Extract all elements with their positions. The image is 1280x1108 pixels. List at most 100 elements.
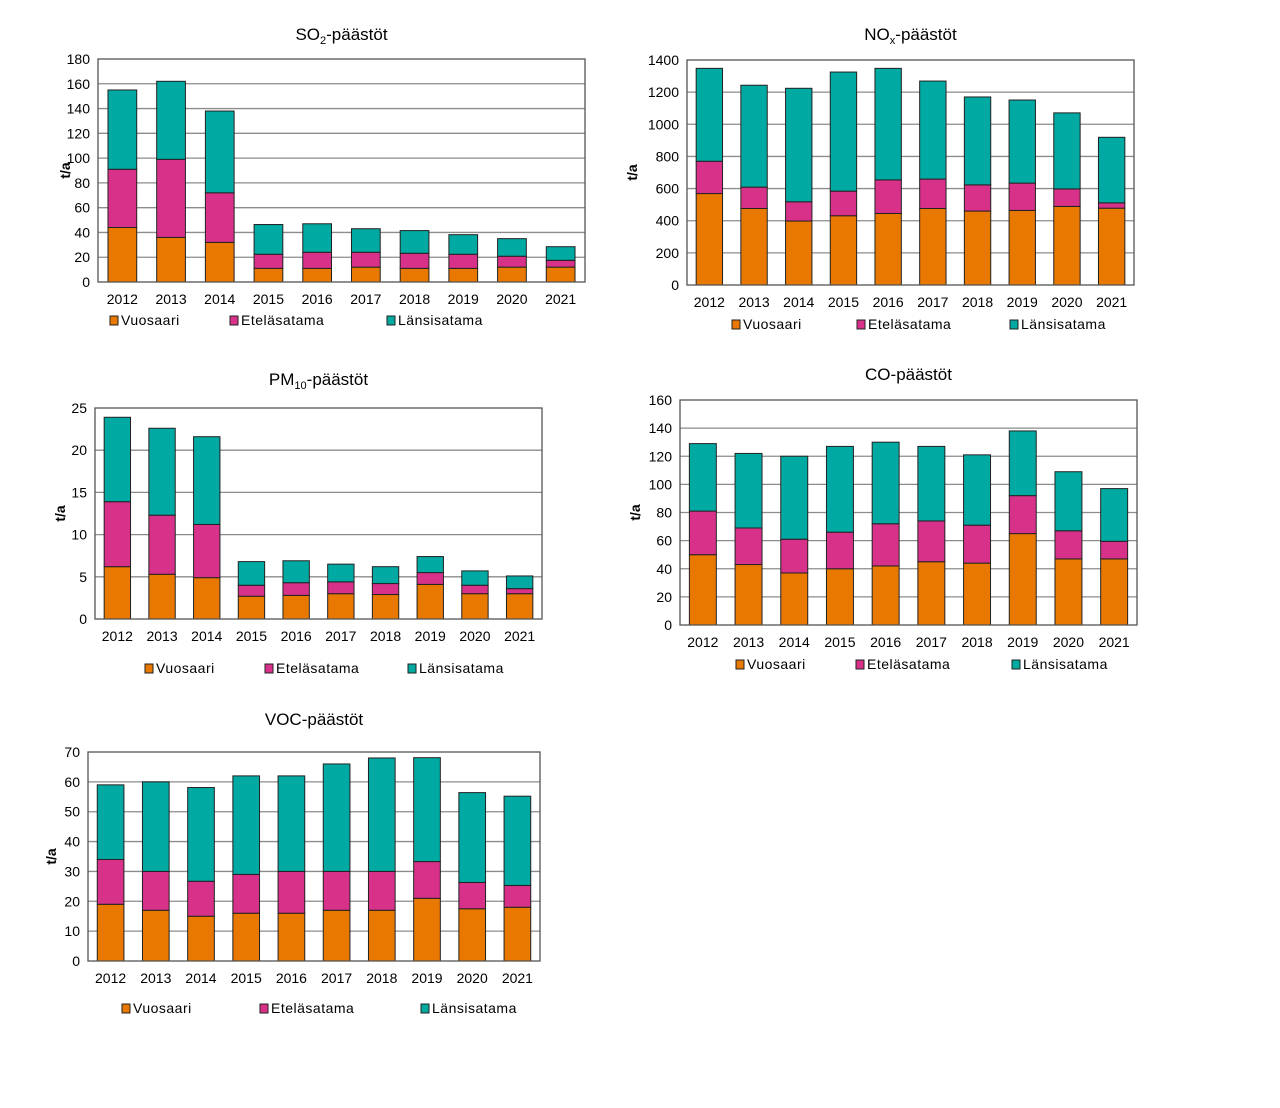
y-tick-label: 400 bbox=[656, 213, 680, 229]
x-tick-label: 2020 bbox=[1051, 294, 1082, 310]
bar-segment-vuosaari bbox=[963, 210, 992, 286]
bar-segment-eteläsatama bbox=[367, 870, 396, 911]
plot-border bbox=[679, 399, 1138, 626]
bar-segment-vuosaari bbox=[232, 912, 261, 962]
y-tick-label: 20 bbox=[74, 249, 90, 265]
x-tick-label: 2018 bbox=[961, 634, 992, 650]
bar-segment-vuosaari bbox=[740, 208, 768, 286]
bar-segment-vuosaari bbox=[253, 267, 284, 283]
bar-segment-eteläsatama bbox=[448, 253, 479, 269]
bar-segment-länsisatama bbox=[413, 757, 441, 863]
bar-segment-eteläsatama bbox=[825, 531, 854, 570]
bar-segment-länsisatama bbox=[503, 795, 532, 886]
legend-label: Länsisatama bbox=[1021, 316, 1106, 332]
bar-segment-eteläsatama bbox=[416, 572, 444, 585]
legend-label: Länsisatama bbox=[398, 312, 483, 328]
bar-segment-eteläsatama bbox=[156, 158, 186, 238]
y-tick-label: 60 bbox=[74, 200, 90, 216]
bar-segment-eteläsatama bbox=[963, 524, 992, 564]
legend-swatch bbox=[109, 315, 119, 326]
y-tick-label: 60 bbox=[64, 774, 80, 790]
x-tick-label: 2018 bbox=[962, 294, 993, 310]
x-tick-label: 2020 bbox=[496, 291, 527, 307]
y-tick-label: 40 bbox=[656, 561, 672, 577]
bar-segment-länsisatama bbox=[874, 67, 902, 181]
bar-segment-länsisatama bbox=[1008, 99, 1036, 184]
x-tick-label: 2012 bbox=[95, 970, 126, 986]
bar-segment-vuosaari bbox=[1100, 558, 1129, 626]
bar-segment-vuosaari bbox=[399, 267, 430, 283]
bar-segment-vuosaari bbox=[1008, 533, 1037, 626]
bar-segment-vuosaari bbox=[103, 566, 132, 620]
bar-segment-vuosaari bbox=[413, 897, 441, 962]
x-tick-label: 2016 bbox=[281, 628, 312, 644]
bar-segment-vuosaari bbox=[448, 267, 479, 283]
legend-swatch bbox=[144, 663, 154, 674]
bar-segment-eteläsatama bbox=[237, 584, 266, 597]
bar-segment-eteläsatama bbox=[505, 588, 534, 595]
y-tick-label: 15 bbox=[71, 484, 87, 500]
bar-segment-länsisatama bbox=[825, 445, 854, 533]
y-tick-label: 1400 bbox=[648, 52, 679, 68]
voc-svg: VOC-päästöt 0 10 20 30 40 50 60 70 t/a 2012 2013 201… bbox=[43, 710, 541, 1016]
y-tick-label: 80 bbox=[74, 175, 90, 191]
x-tick-label: 2016 bbox=[873, 294, 904, 310]
bar-segment-eteläsatama bbox=[371, 583, 400, 596]
bar-segment-vuosaari bbox=[829, 215, 858, 286]
bar-segment-eteläsatama bbox=[277, 870, 306, 914]
bar-segment-vuosaari bbox=[187, 915, 215, 962]
y-tick-label: 10 bbox=[71, 527, 87, 543]
bar-segment-länsisatama bbox=[327, 563, 355, 583]
bar-segment-eteläsatama bbox=[917, 520, 946, 563]
x-tick-label: 2014 bbox=[204, 291, 235, 307]
bar-segment-länsisatama bbox=[829, 71, 858, 192]
bar-segment-länsisatama bbox=[458, 792, 487, 883]
legend-swatch bbox=[735, 659, 745, 670]
bar-segment-vuosaari bbox=[871, 565, 900, 626]
pm10-svg: PM10-päästöt 0 5 10 15 20 25 t/a 2012 2013 2014 201… bbox=[52, 370, 543, 676]
x-tick-label: 2012 bbox=[102, 628, 133, 644]
bar-segment-vuosaari bbox=[825, 568, 854, 626]
x-tick-label: 2013 bbox=[146, 628, 177, 644]
bar-segment-vuosaari bbox=[277, 912, 306, 962]
x-tick-label: 2015 bbox=[824, 634, 855, 650]
bar-segment-eteläsatama bbox=[193, 523, 221, 579]
y-tick-label: 0 bbox=[79, 611, 87, 627]
co-chart: CO-päästöt 0 20 40 60 80 100 120 140 160 t/a 2012 20… bbox=[627, 360, 1190, 680]
bar-segment-länsisatama bbox=[871, 441, 900, 525]
bar-segment-länsisatama bbox=[461, 570, 489, 586]
x-tick-label: 2015 bbox=[828, 294, 859, 310]
x-tick-label: 2020 bbox=[457, 970, 488, 986]
x-tick-label: 2018 bbox=[366, 970, 397, 986]
y-tick-label: 800 bbox=[656, 148, 680, 164]
bar-segment-länsisatama bbox=[1054, 471, 1083, 532]
bar-segment-eteläsatama bbox=[871, 523, 900, 567]
bar-segment-eteläsatama bbox=[96, 858, 125, 905]
bar-segment-vuosaari bbox=[1053, 205, 1081, 286]
bar-segment-eteläsatama bbox=[458, 881, 487, 910]
bar-segment-länsisatama bbox=[322, 763, 351, 872]
bar-segment-länsisatama bbox=[1097, 136, 1126, 204]
bar-segment-länsisatama bbox=[350, 228, 381, 253]
bar-segment-länsisatama bbox=[695, 67, 724, 162]
bar-segment-länsisatama bbox=[505, 575, 534, 590]
bar-segment-vuosaari bbox=[503, 906, 532, 962]
bar-segment-eteläsatama bbox=[1053, 188, 1081, 207]
bar-segment-vuosaari bbox=[734, 564, 763, 626]
x-tick-label: 2017 bbox=[917, 294, 948, 310]
legend-label: Eteläsatama bbox=[271, 1000, 354, 1016]
bar-segment-eteläsatama bbox=[1097, 202, 1126, 209]
x-tick-label: 2017 bbox=[916, 634, 947, 650]
legend-swatch bbox=[386, 315, 396, 326]
bar-segment-eteläsatama bbox=[253, 253, 284, 269]
bar-segment-länsisatama bbox=[497, 238, 527, 257]
voc-chart: VOC-päästöt 0 10 20 30 40 50 60 70 t/a 2012 2013 201… bbox=[30, 705, 590, 1025]
y-tick-label: 140 bbox=[649, 420, 673, 436]
bar-segment-länsisatama bbox=[1008, 430, 1037, 497]
bar-segment-länsisatama bbox=[367, 757, 396, 872]
bar-segment-eteläsatama bbox=[322, 870, 351, 911]
chart-title: CO-päästöt bbox=[865, 365, 952, 384]
bar-segment-vuosaari bbox=[919, 208, 947, 286]
bar-segment-vuosaari bbox=[1097, 207, 1126, 286]
x-tick-label: 2020 bbox=[1053, 634, 1084, 650]
